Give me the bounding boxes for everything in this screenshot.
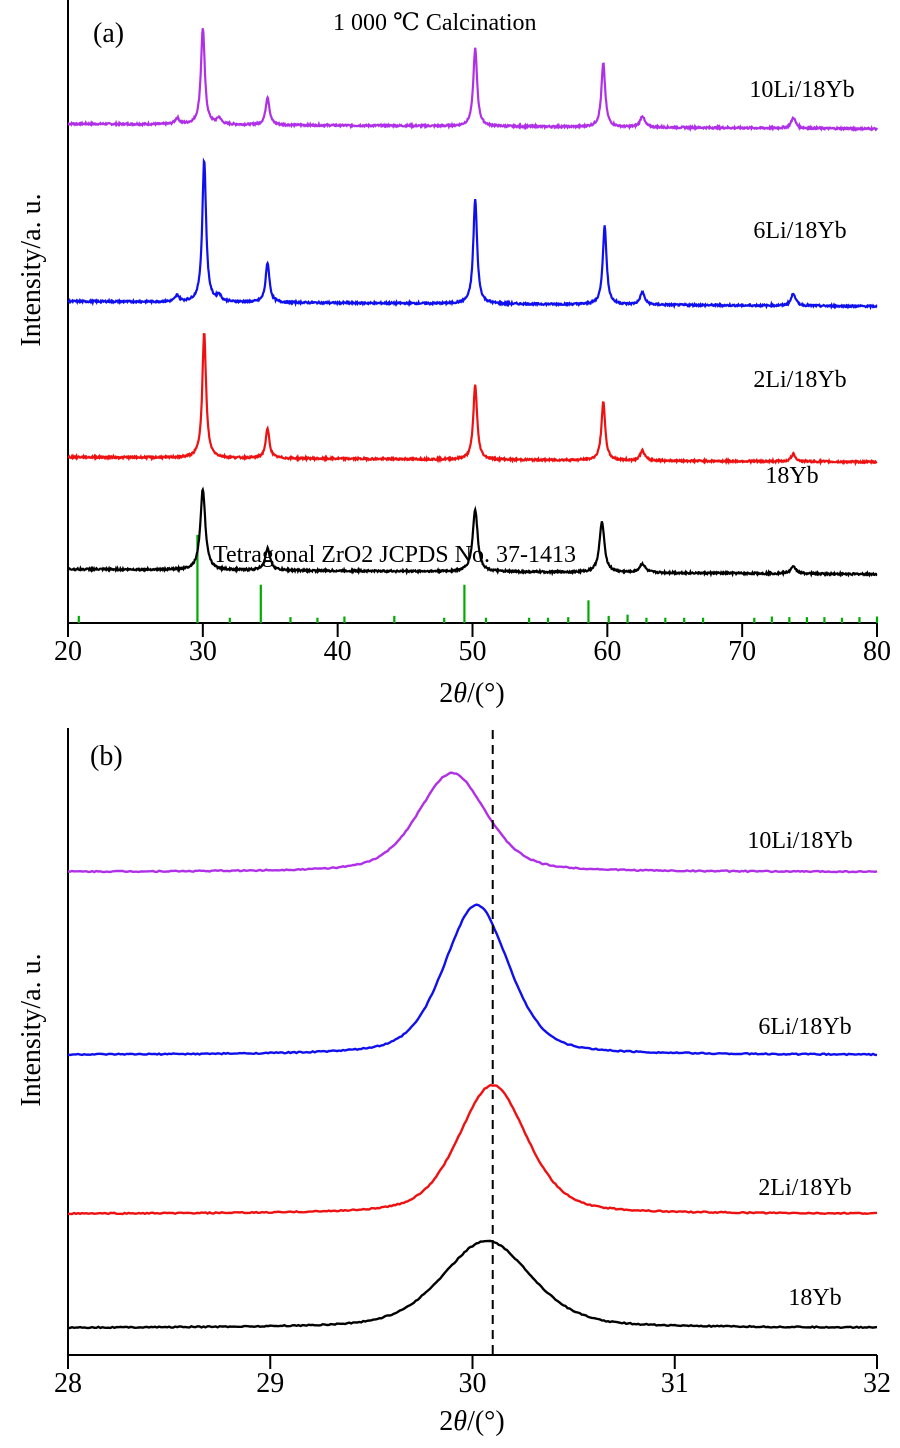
x-tick-label: 60 (593, 636, 621, 667)
x-tick-label: 20 (54, 636, 82, 667)
panel-b-label: (b) (90, 741, 123, 772)
panel-b: 28 29 30 31 32 10Li/18Yb 6Li/18Yb 2Li/18Yb 18Yb… (16, 728, 891, 1437)
panel-b-ylabel: Intensity/a. u. (16, 953, 47, 1106)
series-label: 10Li/18Yb (749, 77, 854, 103)
series-label: 18Yb (788, 1285, 841, 1311)
series-line-2li-18yb (67, 1083, 877, 1216)
x-tick-label: 28 (54, 1368, 82, 1399)
reference-label: Tetragonal ZrO2 JCPDS No. 37-1413 (213, 542, 576, 568)
series-line-18yb (67, 1239, 878, 1330)
panel-a-label: (a) (93, 18, 124, 49)
series-label: 10Li/18Yb (747, 828, 852, 854)
x-tick-label: 30 (189, 636, 217, 667)
series-label: 2Li/18Yb (753, 367, 846, 393)
x-tick-label: 80 (863, 636, 891, 667)
x-tick-label: 30 (459, 1368, 487, 1399)
series-line-10li-18yb (67, 771, 878, 874)
panel-a-xlabel: 2θ/(°) (439, 678, 504, 709)
series-line-18yb (66, 486, 878, 578)
x-tick-label: 31 (661, 1368, 689, 1399)
series-label: 6Li/18Yb (753, 218, 846, 244)
series-label: 18Yb (765, 463, 818, 489)
x-tick-label: 70 (728, 636, 756, 667)
panel-a-title: 1 000 ℃ Calcination (333, 10, 536, 36)
panel-b-xlabel: 2θ/(°) (439, 1406, 504, 1437)
x-tick-label: 40 (324, 636, 352, 667)
series-line-6li-18yb (67, 157, 878, 311)
x-tick-label: 29 (256, 1368, 284, 1399)
panel-a: 20 30 40 50 60 70 80 10Li/18Yb 6Li/18Yb 2Li/18Yb… (16, 0, 891, 709)
series-line-2li-18yb (67, 332, 878, 467)
series-line-6li-18yb (67, 903, 878, 1057)
series-line-10li-18yb (67, 28, 879, 132)
x-tick-label: 32 (863, 1368, 891, 1399)
series-label: 6Li/18Yb (758, 1014, 851, 1040)
panel-a-ylabel: Intensity/a. u. (16, 193, 47, 346)
series-label: 2Li/18Yb (758, 1175, 851, 1201)
x-tick-label: 50 (459, 636, 487, 667)
